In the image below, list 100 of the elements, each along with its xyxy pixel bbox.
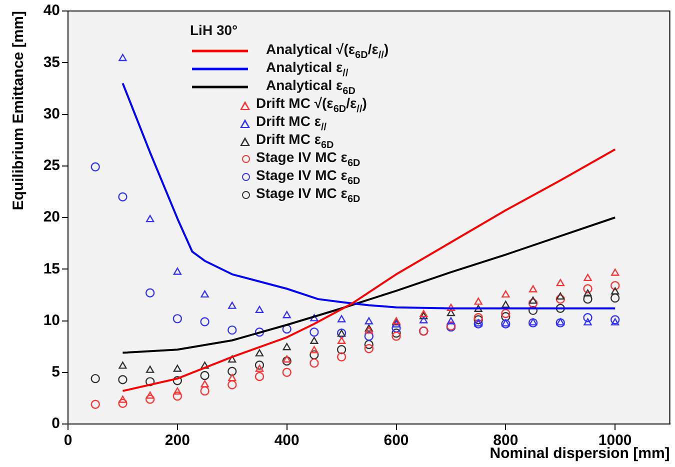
point <box>228 302 236 309</box>
point <box>556 304 565 313</box>
y-tick-label: 35 <box>43 54 60 71</box>
point <box>118 398 128 408</box>
x-tick-label: 200 <box>164 432 190 450</box>
point <box>364 317 373 324</box>
point <box>420 312 428 320</box>
point <box>255 349 264 356</box>
point <box>146 392 154 399</box>
point <box>474 319 483 328</box>
point <box>611 268 620 276</box>
point <box>446 317 456 324</box>
point <box>90 374 100 384</box>
point <box>200 317 210 326</box>
point <box>446 308 456 316</box>
y-tick-label: 25 <box>43 157 60 174</box>
point <box>118 54 127 62</box>
point <box>282 342 291 350</box>
point <box>310 350 319 360</box>
point <box>556 278 564 286</box>
point <box>556 318 565 328</box>
point <box>528 306 538 316</box>
point <box>118 375 128 384</box>
point <box>228 374 236 382</box>
point <box>337 315 346 322</box>
point <box>228 366 237 376</box>
point <box>446 304 456 311</box>
point <box>282 355 291 363</box>
point <box>228 325 237 335</box>
point <box>145 394 155 404</box>
point <box>118 362 127 369</box>
point <box>364 326 373 334</box>
point <box>145 377 155 386</box>
point <box>200 386 210 396</box>
point <box>310 346 318 354</box>
point <box>310 358 319 368</box>
point <box>172 376 182 386</box>
legend-title: LiH 30° <box>190 22 239 38</box>
point <box>173 364 182 372</box>
point <box>474 304 482 312</box>
point <box>310 314 318 322</box>
legend-label: Analytical √(ε$_{6D}$/ε$_{//}$) <box>266 41 389 61</box>
point <box>502 290 510 298</box>
point <box>528 285 538 292</box>
x-tick-label: 400 <box>274 432 300 450</box>
point <box>282 310 291 318</box>
point <box>228 355 236 363</box>
y-tick-label: 15 <box>43 260 60 278</box>
point <box>254 360 264 370</box>
point <box>310 328 319 337</box>
point <box>474 319 482 326</box>
legend-label: Stage IV MC ε$_{6D}$ <box>256 167 360 187</box>
legend-label: Stage IV MC ε$_{6D}$ <box>256 185 360 205</box>
legend-label: Stage IV MC ε$_{6D}$ <box>256 149 360 169</box>
point <box>255 364 264 372</box>
point <box>364 332 374 341</box>
point <box>118 192 128 202</box>
point <box>146 214 154 222</box>
point <box>501 319 510 328</box>
point <box>528 318 538 326</box>
point <box>200 362 209 369</box>
point <box>173 268 182 275</box>
point <box>583 294 592 304</box>
y-tick-label: 0 <box>52 415 60 432</box>
point <box>611 287 620 294</box>
point <box>282 324 292 334</box>
point <box>501 308 510 318</box>
point <box>474 298 482 305</box>
legend-label: Drift MC √(ε$_{6D}$/ε$_{//}$) <box>256 95 367 115</box>
point <box>90 162 100 172</box>
point <box>502 319 510 326</box>
point <box>173 387 182 395</box>
point <box>502 300 510 308</box>
point <box>118 396 127 403</box>
point <box>584 274 592 282</box>
y-tick-label: 10 <box>43 312 60 329</box>
point <box>392 332 401 341</box>
point <box>336 352 346 362</box>
point <box>255 306 264 314</box>
point <box>556 294 565 304</box>
point <box>556 292 564 300</box>
point <box>420 316 428 324</box>
point <box>611 318 620 326</box>
point <box>610 315 620 324</box>
point <box>364 340 374 350</box>
point <box>610 281 620 290</box>
legend-label: Analytical ε$_{6D}$ <box>266 77 356 97</box>
point <box>310 336 318 344</box>
point <box>610 293 620 303</box>
point <box>392 328 401 338</box>
point <box>146 366 154 373</box>
point <box>528 318 538 328</box>
point <box>584 289 592 297</box>
point <box>254 328 264 337</box>
point <box>200 370 210 380</box>
point <box>200 290 209 298</box>
legend-label: Analytical ε$_{//}$ <box>266 59 348 79</box>
point <box>556 318 564 326</box>
point <box>336 345 346 354</box>
x-tick-label: 0 <box>64 432 72 450</box>
